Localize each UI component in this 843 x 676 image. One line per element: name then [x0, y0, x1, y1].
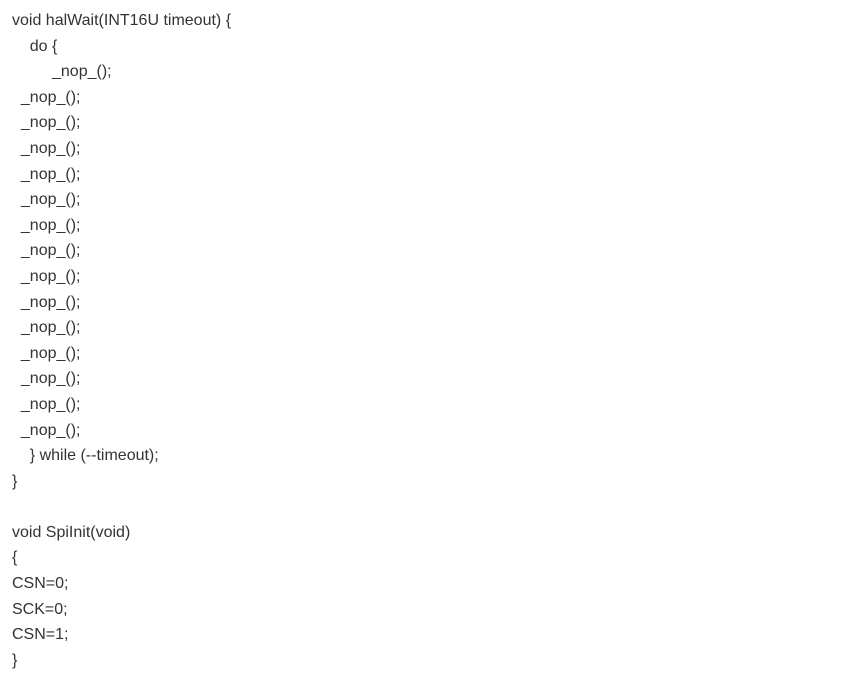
code-line: _nop_();	[12, 110, 843, 136]
code-line: }	[12, 469, 843, 495]
code-line: _nop_();	[12, 290, 843, 316]
code-line: _nop_();	[12, 187, 843, 213]
code-line: {	[12, 545, 843, 571]
code-line: _nop_();	[12, 366, 843, 392]
code-line: _nop_();	[12, 162, 843, 188]
code-line: _nop_();	[12, 392, 843, 418]
code-line: void SpiInit(void)	[12, 520, 843, 546]
code-line: _nop_();	[12, 136, 843, 162]
code-block: void halWait(INT16U timeout) { do { _nop…	[12, 8, 843, 673]
code-line: do {	[12, 34, 843, 60]
code-line: _nop_();	[12, 418, 843, 444]
code-line: void halWait(INT16U timeout) {	[12, 8, 843, 34]
code-line: _nop_();	[12, 341, 843, 367]
code-line	[12, 494, 843, 520]
code-line: CSN=1;	[12, 622, 843, 648]
code-line: SCK=0;	[12, 597, 843, 623]
code-line: _nop_();	[12, 59, 843, 85]
code-line: _nop_();	[12, 264, 843, 290]
code-line: _nop_();	[12, 85, 843, 111]
code-line: } while (--timeout);	[12, 443, 843, 469]
code-line: }	[12, 648, 843, 674]
code-line: _nop_();	[12, 238, 843, 264]
code-line: _nop_();	[12, 315, 843, 341]
code-line: CSN=0;	[12, 571, 843, 597]
code-line: _nop_();	[12, 213, 843, 239]
